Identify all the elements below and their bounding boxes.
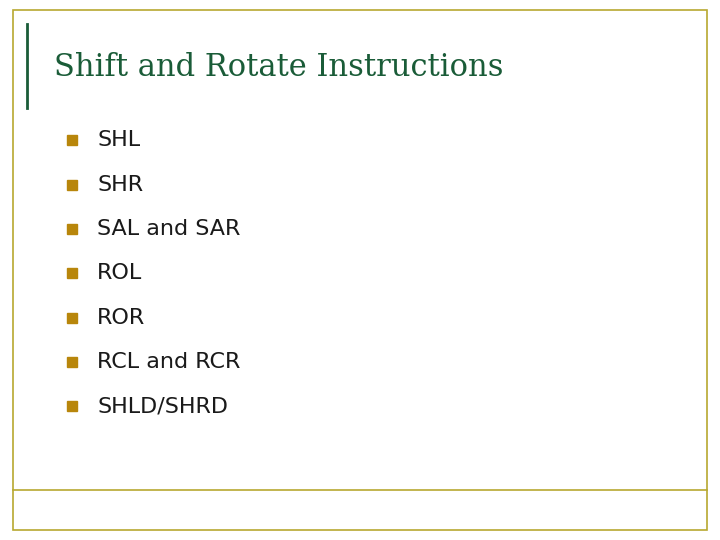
- Text: ROL: ROL: [97, 263, 143, 284]
- Text: SHR: SHR: [97, 174, 143, 195]
- Text: SAL and SAR: SAL and SAR: [97, 219, 240, 239]
- Text: RCL and RCR: RCL and RCR: [97, 352, 240, 372]
- Text: Shift and Rotate Instructions: Shift and Rotate Instructions: [54, 52, 503, 83]
- Text: ROR: ROR: [97, 307, 145, 328]
- Text: SHLD/SHRD: SHLD/SHRD: [97, 396, 228, 416]
- Text: SHL: SHL: [97, 130, 140, 151]
